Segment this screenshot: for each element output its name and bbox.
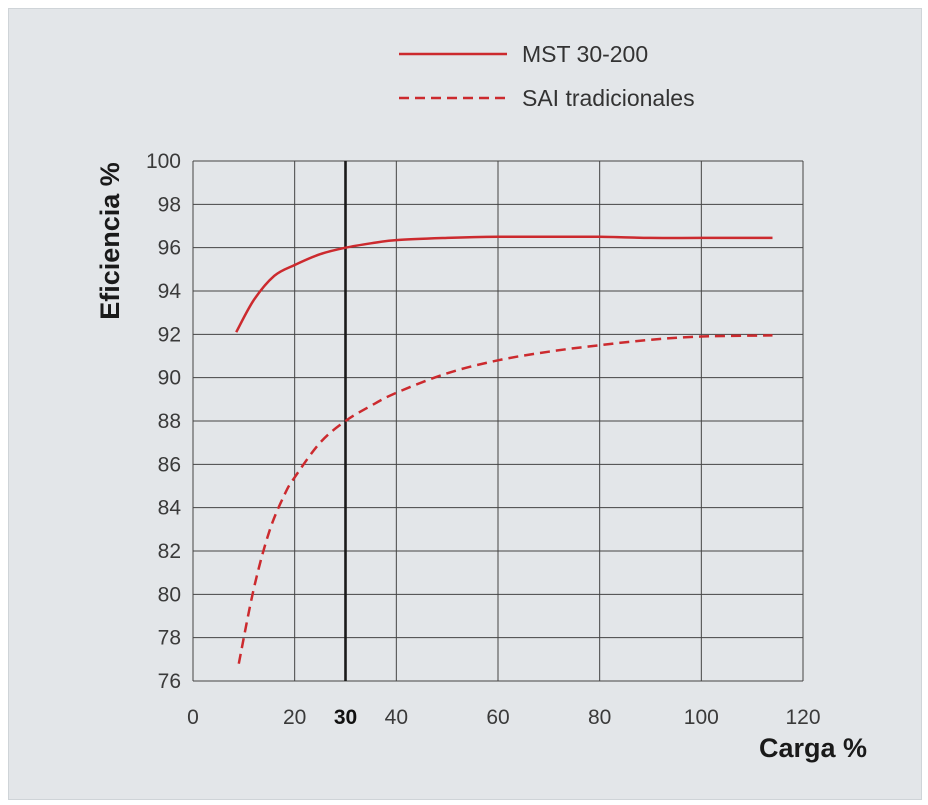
y-tick-label-88: 88 — [158, 410, 181, 433]
y-tick-label-80: 80 — [158, 583, 181, 606]
y-tick-label-92: 92 — [158, 323, 181, 346]
legend-label-mst: MST 30-200 — [522, 41, 648, 67]
x-tick-label-40: 40 — [385, 706, 408, 729]
y-tick-label-86: 86 — [158, 453, 181, 476]
legend-label-sai: SAI tradicionales — [522, 85, 695, 111]
tick-labels: 76 78 80 82 84 86 88 90 92 94 96 98 100 0 20 30 40 60 80 10… — [146, 150, 821, 729]
y-tick-label-76: 76 — [158, 670, 181, 693]
x-tick-label-100: 100 — [684, 706, 719, 729]
y-tick-label-78: 78 — [158, 627, 181, 650]
x-tick-label-120: 120 — [785, 706, 820, 729]
y-tick-label-100: 100 — [146, 150, 181, 173]
x-tick-label-60: 60 — [486, 706, 509, 729]
chart-panel: 76 78 80 82 84 86 88 90 92 94 96 98 100 0 20 30 40 60 80 10… — [8, 8, 922, 800]
y-tick-label-98: 98 — [158, 193, 181, 216]
series-layer — [235, 235, 773, 664]
y-tick-label-90: 90 — [158, 367, 181, 390]
x-tick-label-80: 80 — [588, 706, 611, 729]
x-tick-label-0: 0 — [187, 706, 199, 729]
y-tick-label-94: 94 — [158, 280, 182, 303]
x-tick-label-20: 20 — [283, 706, 306, 729]
legend: MST 30-200 SAI tradicionales — [399, 41, 695, 111]
efficiency-chart: 76 78 80 82 84 86 88 90 92 94 96 98 100 0 20 30 40 60 80 10… — [95, 41, 867, 763]
y-tick-label-82: 82 — [158, 540, 181, 563]
x-tick-label-30: 30 — [334, 706, 357, 729]
x-axis-title: Carga % — [759, 733, 867, 763]
series-line-mst-30-200 — [235, 235, 773, 333]
series-line-sai-tradicionales — [237, 334, 773, 664]
y-axis-title: Eficiencia % — [95, 162, 125, 320]
y-tick-label-84: 84 — [158, 497, 182, 520]
y-tick-label-96: 96 — [158, 237, 181, 260]
